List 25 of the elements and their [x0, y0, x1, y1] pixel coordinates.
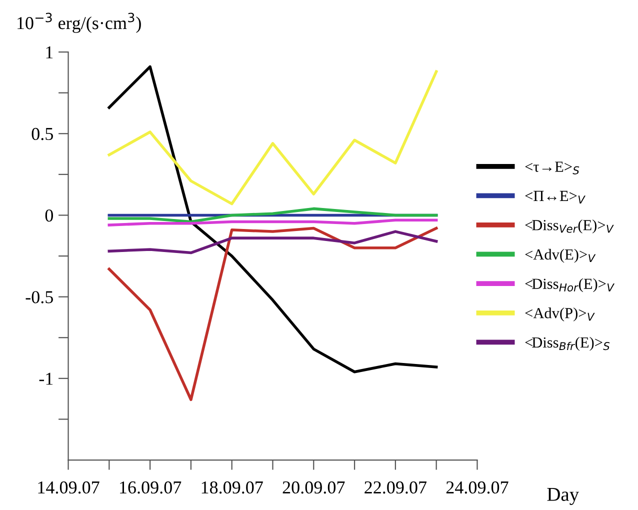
line-series [108, 207, 438, 224]
legend-label: <Diss$_{Hor}$(E)>$_{V}$ [525, 278, 615, 292]
x-tick-label: 24.09.07 [446, 481, 508, 494]
x-tick-label: 18.09.07 [202, 481, 263, 494]
line-series [108, 230, 438, 254]
y-tick-label: 0 [45, 209, 53, 222]
legend-label: <Diss$_{Bfr}$(E)>$_{S}$ [525, 336, 610, 351]
y-tick-label: 1 [46, 46, 53, 58]
y-tick-label: 0.5 [32, 128, 53, 140]
y-axis-title: 10$^{−3}$ erg/(s·cm$^{3}$) [18, 12, 141, 33]
legend-label: <Diss$_{Ver}$(E)>$_{V}$ [525, 220, 614, 234]
line-series [108, 226, 438, 402]
legend-label: <Adv(P)>$_{V}$ [525, 308, 595, 322]
legend-label: <τ→E>$_{S}$ [525, 162, 580, 174]
x-tick-label: 16.09.07 [120, 481, 182, 494]
x-tick-label: 22.09.07 [364, 481, 427, 494]
y-tick-label: -0.5 [26, 291, 53, 304]
x-tick-label: 20.09.07 [282, 481, 345, 494]
x-tick-label: 14.09.07 [38, 481, 100, 494]
x-axis-title: Day [547, 488, 579, 505]
legend-label: <Adv(E)>$_{V}$ [525, 248, 596, 263]
line-series [108, 70, 438, 206]
line-series [108, 65, 438, 374]
y-tick-label: -1 [39, 372, 53, 385]
legend-label: <Π↔E>$_{V}$ [525, 190, 586, 204]
